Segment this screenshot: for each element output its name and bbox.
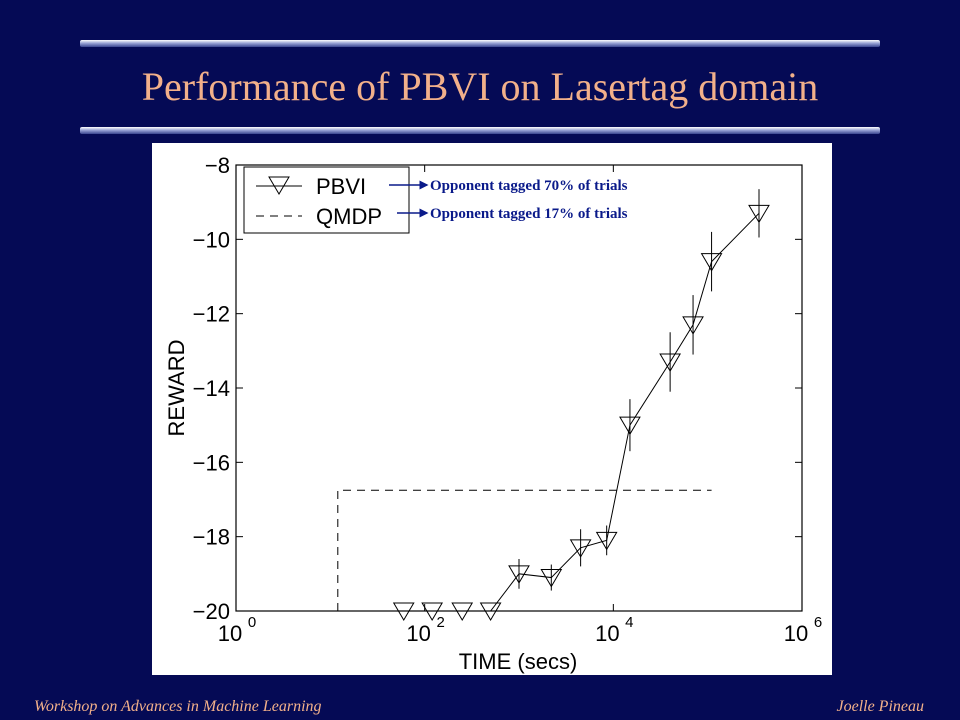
y-tick-label: −8 xyxy=(205,153,230,178)
series-line-pbvi xyxy=(403,212,760,612)
chart-svg: −8 −10 −12 −14 −16 −18 −20 10 0 10 2 10 4 10 6 TIME (… xyxy=(164,153,822,674)
legend: PBVI QMDP xyxy=(243,166,410,234)
title-rule-bottom xyxy=(80,127,880,134)
y-axis-label: REWARD xyxy=(164,340,189,437)
slide-title: Performance of PBVI on Lasertag domain xyxy=(141,64,819,109)
pbvi-point-marker xyxy=(682,316,704,335)
y-tick-label: −16 xyxy=(193,450,230,475)
title-rule-top xyxy=(80,40,880,47)
pbvi-point-marker xyxy=(508,565,530,584)
pbvi-point-marker xyxy=(479,602,502,621)
pbvi-point-marker xyxy=(595,531,618,551)
x-tick-label: 10 xyxy=(784,621,808,646)
x-tick-label: 10 xyxy=(218,621,242,646)
x-tick-labels: 10 0 10 2 10 4 10 6 xyxy=(218,614,822,646)
annotation-qmdp: Opponent tagged 17% of trials xyxy=(430,206,628,222)
legend-box xyxy=(243,166,410,234)
pbvi-point-marker xyxy=(540,569,563,588)
y-tick-label: −14 xyxy=(193,376,230,401)
series-line-qmdp xyxy=(337,489,712,611)
legend-pbvi-triangle-icon xyxy=(268,176,290,195)
x-tick-label: 10 xyxy=(406,621,430,646)
pbvi-point-marker xyxy=(619,416,641,436)
x-tick-label-exponent: 4 xyxy=(625,614,633,631)
pbvi-point-marker xyxy=(748,204,770,224)
footer-author: Joelle Pineau xyxy=(836,698,924,715)
legend-qmdp-label: QMDP xyxy=(316,204,382,229)
x-axis-label: TIME (secs) xyxy=(459,649,578,674)
x-tick-label: 10 xyxy=(595,621,619,646)
pbvi-point-marker xyxy=(451,602,474,621)
series-layer xyxy=(337,189,770,621)
reward-vs-time-plot: −8 −10 −12 −14 −16 −18 −20 10 0 10 2 10 4 10 6 TIME (… xyxy=(152,143,832,675)
pbvi-point-marker xyxy=(569,539,592,558)
pbvi-point-marker xyxy=(659,353,682,372)
pbvi-point-marker xyxy=(421,602,444,621)
y-tick-label: −20 xyxy=(193,599,230,624)
y-tick-label: −10 xyxy=(193,227,230,252)
pbvi-point-marker xyxy=(392,602,415,621)
y-tick-labels: −8 −10 −12 −14 −16 −18 −20 xyxy=(193,153,230,624)
y-tick-label: −12 xyxy=(193,302,230,327)
axis-ticks xyxy=(235,164,803,612)
x-tick-label-exponent: 2 xyxy=(436,614,444,631)
pbvi-point-marker xyxy=(700,253,723,272)
x-tick-label-exponent: 6 xyxy=(814,614,822,631)
x-tick-label-exponent: 0 xyxy=(248,614,256,631)
footer-workshop: Workshop on Advances in Machine Learning xyxy=(34,698,322,715)
legend-pbvi-label: PBVI xyxy=(316,174,366,199)
annotation-pbvi: Opponent tagged 70% of trials xyxy=(430,178,628,194)
y-tick-label: −18 xyxy=(193,525,230,550)
